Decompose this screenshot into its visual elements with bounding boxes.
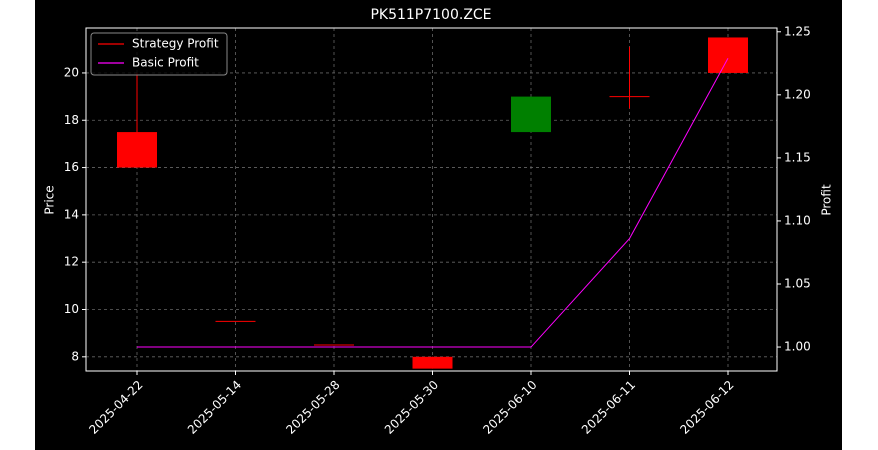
y2-tick-label: 1.15 [784,150,811,164]
y-tick-label: 10 [64,302,79,316]
line-series [137,58,729,348]
y2-tick-label: 1.10 [784,213,811,227]
legend-label: Strategy Profit [132,37,219,51]
y-tick-label: 20 [64,65,79,79]
y-tick-label: 8 [71,349,79,363]
y-tick-label: 18 [64,113,79,127]
chart-title: PK511P7100.ZCE [370,7,491,23]
candle-body [511,96,551,133]
y2-tick-label: 1.25 [784,24,811,38]
y-tick-label: 14 [64,207,79,221]
y2-axis-label: Profit [820,184,834,216]
y-tick-label: 16 [64,160,79,174]
y2-tick-label: 1.20 [784,87,811,101]
y-axis-label: Price [43,185,57,214]
legend-box [90,32,228,76]
candle-body [117,132,157,168]
plot-frame [85,27,778,372]
candle-body [708,37,748,73]
y-tick-label: 12 [64,255,79,269]
y2-tick-label: 1.05 [784,276,811,290]
candle-body [412,356,453,369]
y2-tick-label: 1.00 [784,340,811,354]
legend-label: Basic Profit [132,56,199,70]
